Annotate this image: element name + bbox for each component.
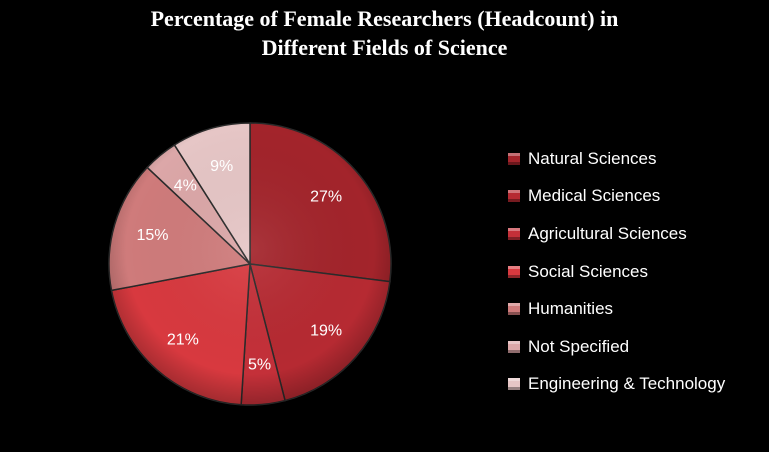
- legend-swatch: [508, 152, 520, 165]
- legend-item-agricultural-sciences: Agricultural Sciences: [508, 215, 725, 253]
- legend-label: Agricultural Sciences: [528, 223, 687, 243]
- chart-title-line-2: Different Fields of Science: [261, 35, 508, 60]
- legend-swatch: [508, 265, 520, 278]
- slice-label-social-sciences: 21%: [167, 332, 199, 349]
- slice-label-not-specified: 4%: [174, 177, 197, 194]
- slice-label-agricultural-sciences: 5%: [248, 357, 271, 374]
- legend-swatch: [508, 378, 520, 391]
- legend-item-natural-sciences: Natural Sciences: [508, 140, 725, 178]
- slice-label-medical-sciences: 19%: [310, 323, 342, 340]
- legend-label: Humanities: [528, 299, 614, 319]
- legend-label: Natural Sciences: [528, 148, 657, 168]
- chart-title-line-1: Percentage of Female Researchers (Headco…: [150, 6, 619, 31]
- legend-label: Not Specified: [528, 336, 630, 356]
- legend-item-social-sciences: Social Sciences: [508, 253, 725, 291]
- legend-item-humanities: Humanities: [508, 290, 725, 328]
- slice-label-humanities: 15%: [136, 227, 168, 244]
- legend-swatch: [508, 340, 520, 353]
- legend-swatch: [508, 303, 520, 316]
- legend-swatch: [508, 190, 520, 203]
- slice-label-engineering-and-technology: 9%: [210, 158, 233, 175]
- legend: Natural Sciences Medical Sciences Agricult…: [508, 140, 725, 403]
- legend-label: Medical Sciences: [528, 186, 661, 206]
- legend-item-engineering-and-technology: Engineering & Technology: [508, 366, 725, 404]
- legend-swatch: [508, 227, 520, 240]
- slice-label-natural-sciences: 27%: [310, 188, 342, 205]
- legend-label: Social Sciences: [528, 261, 649, 281]
- legend-item-medical-sciences: Medical Sciences: [508, 178, 725, 216]
- chart-title: Percentage of Female Researchers (Headco…: [0, 4, 769, 62]
- legend-label: Engineering & Technology: [528, 374, 726, 394]
- legend-item-not-specified: Not Specified: [508, 328, 725, 366]
